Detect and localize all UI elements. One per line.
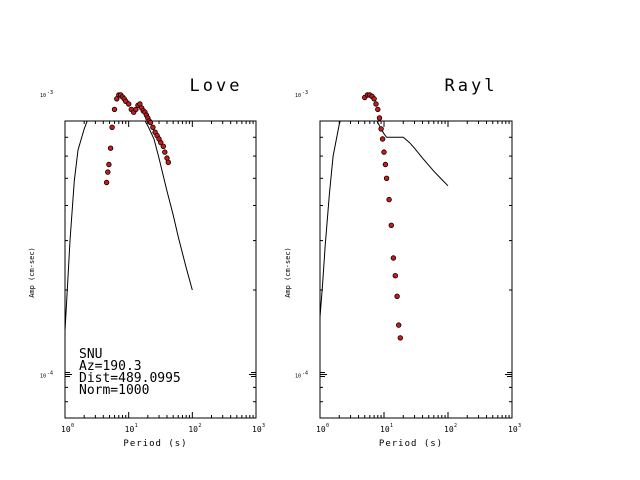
- y-tick-label: 10: [295, 93, 301, 99]
- x-tick-exponent: 0: [71, 423, 74, 429]
- observed-point: [383, 175, 390, 181]
- observed-point: [165, 159, 171, 165]
- y-tick-exponent: -4: [47, 371, 53, 377]
- observed-point: [371, 96, 377, 102]
- observed-point: [103, 179, 110, 186]
- observed-point: [105, 169, 111, 175]
- x-tick-exponent: 2: [454, 423, 457, 429]
- observed-point: [382, 161, 389, 168]
- observed-point: [160, 143, 166, 149]
- observed-point: [390, 255, 397, 261]
- x-tick-label: 10: [125, 425, 135, 434]
- y-tick-exponent: -3: [47, 90, 53, 96]
- y-tick-label: 10: [40, 93, 46, 99]
- x-tick-label: 10: [61, 425, 71, 434]
- y-axis-label: Amp (cm-sec): [284, 247, 292, 298]
- observed-point: [133, 106, 139, 113]
- observed-point: [381, 149, 387, 155]
- observed-point: [397, 335, 403, 341]
- chart-title: Rayl: [445, 76, 498, 96]
- observed-point: [147, 119, 154, 126]
- station-annotation: Norm=1000: [79, 383, 149, 398]
- x-tick-exponent: 1: [135, 423, 138, 429]
- x-tick-label: 10: [444, 425, 454, 434]
- observed-point: [109, 124, 115, 130]
- observed-point: [162, 149, 168, 155]
- model-curve: [320, 121, 449, 318]
- x-tick-exponent: 3: [262, 423, 265, 429]
- observed-point: [125, 101, 132, 107]
- observed-point: [376, 115, 383, 121]
- y-axis-label: Amp (cm-sec): [28, 247, 36, 298]
- chart-title: Love: [190, 76, 243, 96]
- model-curve: [65, 121, 193, 331]
- observed-point: [375, 106, 381, 113]
- observed-point: [392, 273, 398, 279]
- y-tick-label: 10: [295, 374, 301, 380]
- y-tick-exponent: -4: [302, 371, 308, 377]
- x-axis-label: Period (s): [123, 439, 187, 449]
- observed-point: [379, 136, 386, 142]
- x-tick-label: 10: [188, 425, 198, 434]
- x-tick-exponent: 2: [198, 423, 201, 429]
- x-tick-label: 10: [380, 425, 390, 434]
- plot-frame: [319, 120, 513, 419]
- x-axis-label: Period (s): [379, 439, 443, 449]
- observed-point: [150, 124, 156, 130]
- y-tick-exponent: -3: [302, 90, 308, 96]
- x-tick-exponent: 0: [326, 423, 329, 429]
- x-tick-label: 10: [508, 425, 518, 434]
- station-annotation: Dist=489.0995: [79, 371, 181, 386]
- observed-point: [111, 106, 118, 113]
- observed-point: [106, 161, 112, 168]
- observed-point: [373, 101, 379, 107]
- observed-point: [394, 293, 400, 299]
- observed-point: [396, 322, 402, 328]
- station-annotation: Az=190.3: [79, 359, 142, 374]
- y-tick-label: 10: [40, 374, 46, 380]
- x-tick-exponent: 1: [390, 423, 393, 429]
- x-tick-label: 10: [252, 425, 262, 434]
- observed-point: [386, 196, 392, 203]
- plot-frame: [64, 120, 257, 419]
- x-tick-exponent: 3: [518, 423, 521, 429]
- observed-point: [107, 145, 114, 151]
- observed-point: [158, 139, 164, 146]
- observed-point: [388, 222, 394, 228]
- observed-point: [378, 126, 384, 132]
- x-tick-label: 10: [316, 425, 326, 434]
- station-annotation: SNU: [79, 347, 102, 362]
